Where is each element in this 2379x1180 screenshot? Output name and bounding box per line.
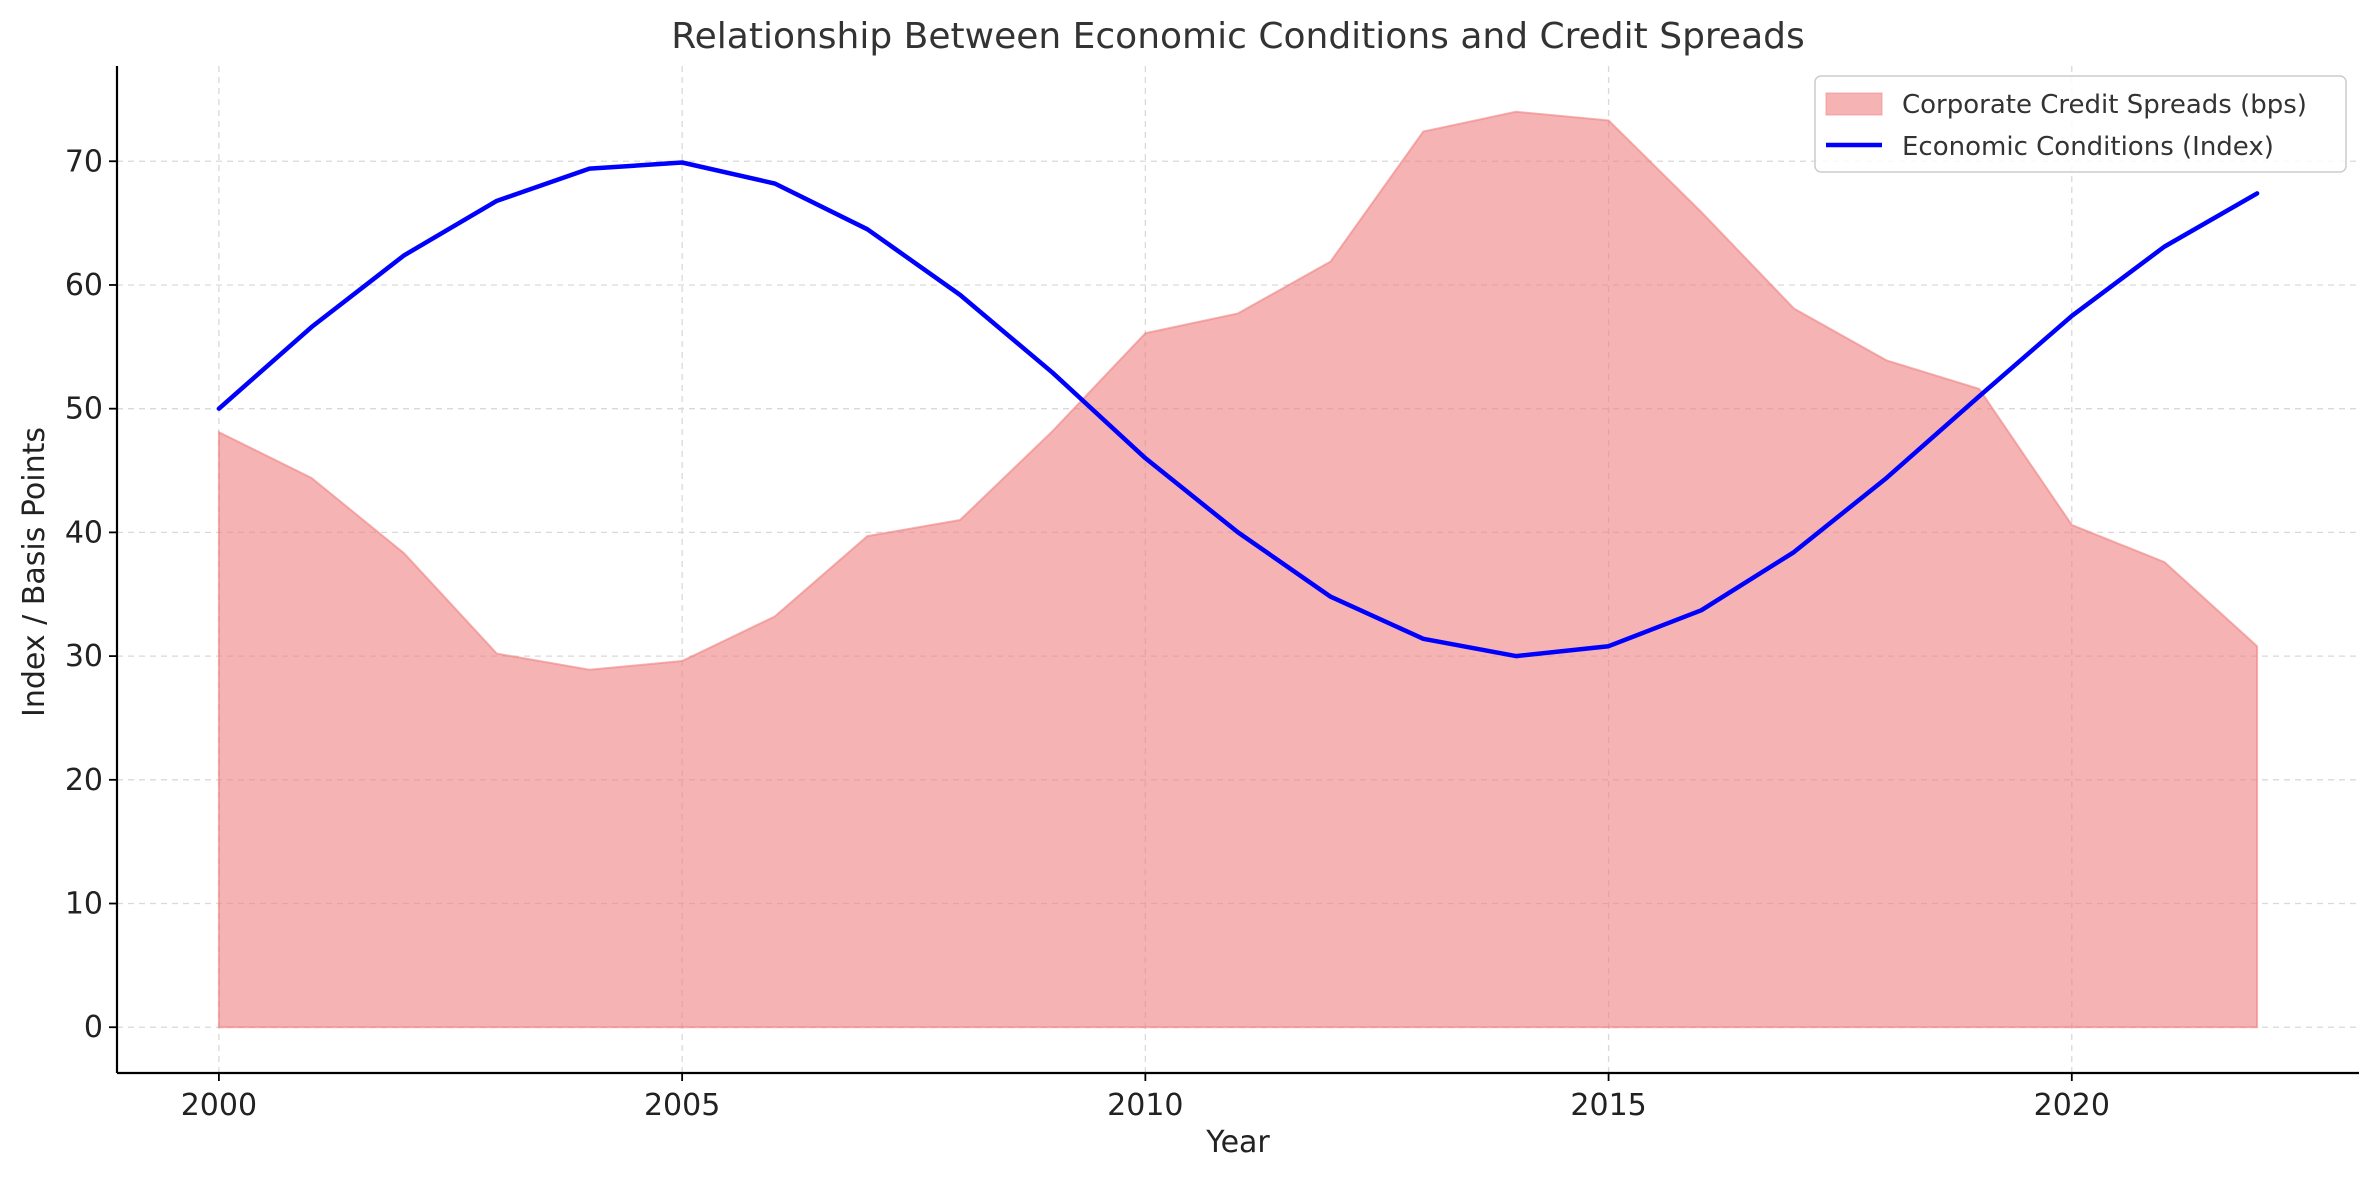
x-tick-layer: 2000 2005 2010 2015 2020 — [181, 1073, 2110, 1123]
y-tick-label-30: 30 — [65, 639, 103, 674]
y-tick-label-10: 10 — [65, 887, 103, 922]
y-tick-label-50: 50 — [65, 392, 103, 427]
legend-frame — [1814, 75, 2347, 173]
x-axis-label: Year — [1205, 1125, 1270, 1160]
x-tick-label-2005: 2005 — [644, 1088, 720, 1123]
x-tick-label-2010: 2010 — [1107, 1088, 1183, 1123]
line-economic-conditions-index — [216, 160, 2260, 659]
line-layer — [216, 160, 2260, 659]
y-tick-label-70: 70 — [65, 144, 103, 179]
y-tick-layer: 0 10 20 30 40 50 60 70 — [65, 144, 117, 1045]
x-tick-label-2015: 2015 — [1570, 1088, 1646, 1123]
y-tick-label-0: 0 — [84, 1010, 103, 1045]
axes-layer — [115, 66, 2359, 1075]
legend: Corporate Credit Spreads (bps) Economic … — [1814, 75, 2347, 173]
area-corporate-credit-spreads-bps — [217, 110, 2259, 1029]
y-tick-label-40: 40 — [65, 515, 103, 550]
y-tick-label-20: 20 — [65, 763, 103, 798]
legend-label-economic-conditions: Economic Conditions (Index) — [1902, 132, 2274, 162]
chart-title: Relationship Between Economic Conditions… — [671, 16, 1805, 57]
area-layer — [217, 110, 2259, 1029]
y-axis-label: Index / Basis Points — [17, 427, 52, 717]
x-tick-label-2000: 2000 — [181, 1088, 257, 1123]
x-tick-label-2020: 2020 — [2034, 1088, 2110, 1123]
legend-label-credit-spreads: Corporate Credit Spreads (bps) — [1902, 90, 2307, 120]
legend-swatch-credit-spreads — [1825, 92, 1883, 116]
y-tick-label-60: 60 — [65, 268, 103, 303]
